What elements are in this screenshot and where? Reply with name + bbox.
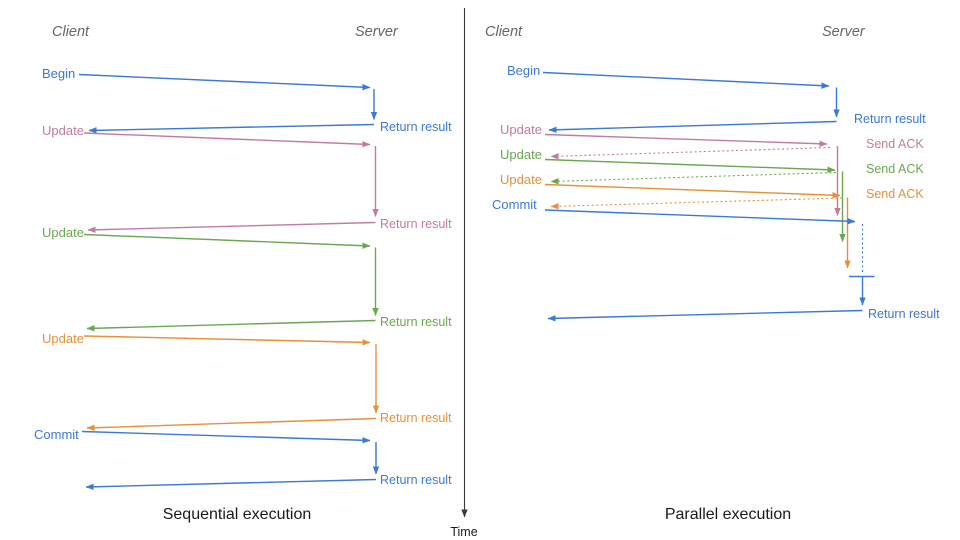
parallel-diagram: Client Server Begin Return result Update… [485, 24, 940, 523]
seq-update2-request-arrow [83, 233, 371, 249]
par-client-label: Client [485, 24, 523, 40]
seq-update2-label: Update [42, 225, 84, 240]
par-update3-ack-arrow [550, 197, 843, 210]
par-begin-request-arrow [542, 71, 830, 89]
seq-update1-request-arrow [83, 132, 371, 148]
seq-begin-request-arrow [78, 73, 371, 91]
seq-client-label: Client [52, 24, 90, 40]
seq-begin-label: Begin [42, 66, 75, 81]
par-commit-return-arrow [547, 309, 863, 322]
parallel-title: Parallel execution [665, 506, 791, 523]
par-update3-response-label: Send ACK [866, 187, 924, 201]
seq-commit-return-arrow [85, 478, 377, 491]
par-update3-label: Update [500, 172, 542, 187]
par-update2-response-label: Send ACK [866, 162, 924, 176]
par-update3-request-arrow [544, 183, 841, 199]
seq-commit-response-label: Return result [380, 473, 452, 487]
par-update1-request-arrow [544, 133, 828, 147]
time-axis-label: Time [450, 525, 477, 539]
seq-update3-label: Update [42, 331, 84, 346]
seq-update1-return-arrow [87, 221, 376, 234]
seq-update1-response-label: Return result [380, 217, 452, 231]
par-update2-label: Update [500, 147, 542, 162]
par-commit-request-arrow [544, 209, 856, 225]
sequential-title: Sequential execution [163, 506, 312, 523]
par-begin-response-label: Return result [854, 112, 926, 126]
par-commit-response-label: Return result [868, 307, 940, 321]
seq-server-label: Server [355, 24, 399, 40]
seq-commit-label: Commit [34, 427, 79, 442]
seq-update2-return-arrow [86, 319, 376, 332]
seq-update2-response-label: Return result [380, 315, 452, 329]
par-commit-label: Commit [492, 197, 537, 212]
seq-update3-request-arrow [83, 335, 371, 346]
par-begin-return-arrow [548, 120, 837, 134]
par-update2-ack-arrow [550, 171, 837, 185]
seq-commit-request-arrow [81, 430, 371, 444]
seq-begin-response-label: Return result [380, 120, 452, 134]
time-axis: Time [450, 8, 478, 539]
par-server-label: Server [822, 24, 866, 40]
par-update2-request-arrow [544, 158, 836, 173]
sequential-diagram: Client Server Begin Return result Update… [34, 24, 452, 523]
par-begin-label: Begin [507, 63, 540, 78]
par-update1-ack-arrow [550, 146, 831, 160]
seq-update3-return-arrow [86, 417, 377, 431]
seq-update3-response-label: Return result [380, 411, 452, 425]
par-update1-response-label: Send ACK [866, 137, 924, 151]
par-update1-label: Update [500, 122, 542, 137]
seq-begin-return-arrow [88, 123, 375, 134]
seq-update1-label: Update [42, 123, 84, 138]
